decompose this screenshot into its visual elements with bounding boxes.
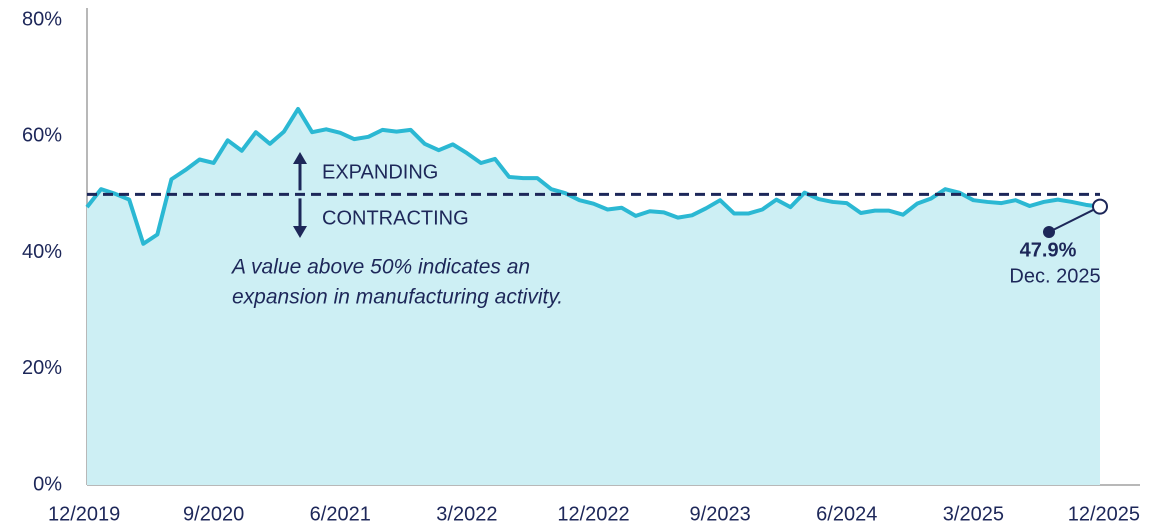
note: expansion in manufacturing activity. [232, 286, 563, 309]
annotation: CONTRACTING [322, 207, 469, 229]
note: A value above 50% indicates an [230, 256, 530, 279]
x-tick-label: 6/2021 [310, 503, 371, 525]
leader-dot [1043, 226, 1055, 238]
x-tick-label: 12/2025 [1068, 503, 1140, 525]
x-tick-label: 9/2023 [690, 503, 751, 525]
y-tick-label: 60% [22, 125, 62, 147]
x-tick-label: 3/2022 [436, 503, 497, 525]
data-label-date: Dec. 2025 [1009, 265, 1100, 287]
annotation: EXPANDING [322, 161, 438, 183]
x-tick-label: 9/2020 [183, 503, 244, 525]
arrow-head [293, 226, 307, 238]
y-tick-label: 20% [22, 357, 62, 379]
y-tick-label: 80% [22, 8, 62, 30]
x-tick-label: 6/2024 [816, 503, 877, 525]
leader [1048, 205, 1101, 233]
x-tick-label: 12/2022 [557, 503, 629, 525]
arrow-head [293, 152, 307, 164]
end-point [1092, 198, 1108, 215]
line [85, 106, 1101, 246]
data-label: 47.9% [1020, 239, 1077, 261]
area [87, 108, 1100, 486]
x-tick-label: 12/2019 [48, 503, 120, 525]
x-tick-label: 3/2025 [943, 503, 1004, 525]
y-tick-label: 0% [33, 473, 62, 495]
y-tick-label: 40% [22, 241, 62, 263]
